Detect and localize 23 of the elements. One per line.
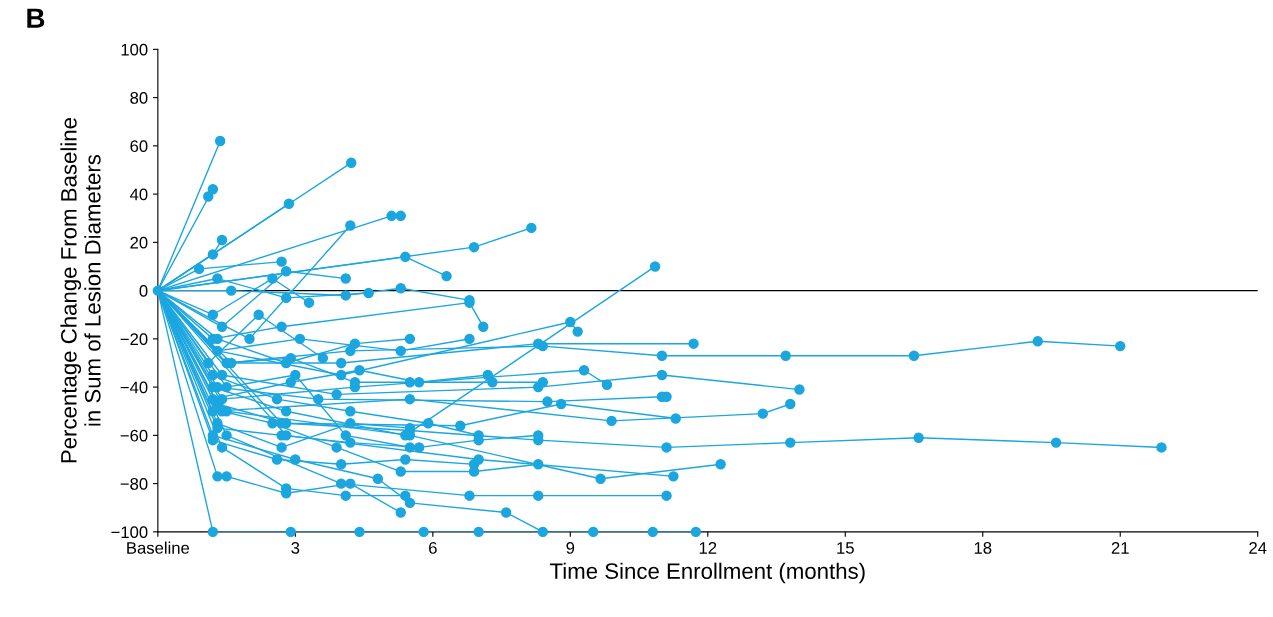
x-tick-label: 18	[974, 542, 992, 554]
x-tick-label: 12	[699, 542, 717, 554]
y-axis-title: Percentage Change From Baseline in Sum of Lesion Diameters	[60, 118, 101, 463]
x-tick-label: 15	[837, 542, 854, 554]
x-tick-label: Baseline	[127, 541, 190, 554]
y-tick-label: 100	[121, 43, 148, 56]
x-tick-label: 6	[429, 542, 437, 554]
y-tick-label: −40	[120, 381, 148, 394]
y-tick-label: 60	[130, 140, 148, 153]
x-tick-label: 9	[566, 542, 575, 554]
y-tick-label: 80	[130, 92, 148, 104]
y-tick-label: −100	[111, 526, 148, 539]
x-tick-label: 21	[1111, 542, 1129, 554]
chart-title: B	[27, 8, 45, 28]
y-tick-label: 20	[130, 236, 148, 249]
y-tick-label: 0	[139, 285, 148, 297]
y-tick-label: −80	[120, 478, 148, 490]
x-tick-label: 24	[1249, 542, 1267, 554]
x-tick-label: 3	[291, 542, 300, 554]
x-axis-title: Time Since Enrollment (months)	[550, 562, 865, 584]
y-tick-label: 40	[129, 188, 148, 201]
y-tick-label: −60	[120, 429, 148, 442]
y-tick-label: −20	[120, 333, 148, 346]
